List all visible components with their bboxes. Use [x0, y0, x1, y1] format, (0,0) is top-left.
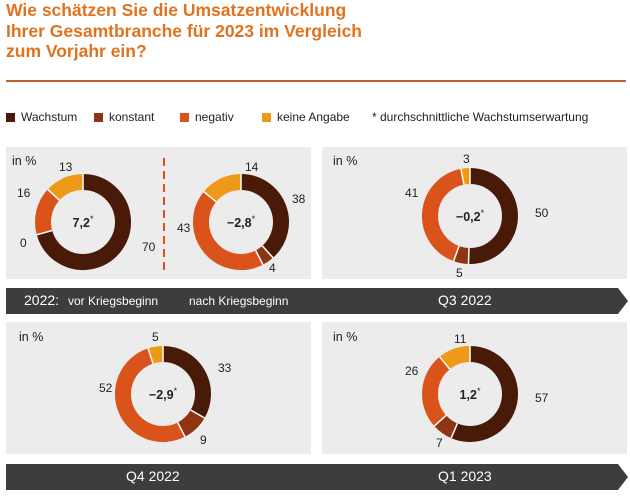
- donut-0-slice-keine-angabe: [47, 174, 84, 201]
- donuts: [35, 167, 518, 442]
- c4-center-text: 1,2: [459, 388, 477, 403]
- c3-label-negativ: 52: [99, 381, 113, 395]
- legend-item-konstant: konstant: [94, 110, 180, 124]
- c3-label-konstant: 9: [200, 433, 207, 447]
- legend-item-keine-angabe: keine Angabe: [262, 110, 350, 124]
- donut-4-slice-wachstum: [451, 346, 518, 442]
- donut-3-slice-negativ: [114, 348, 185, 442]
- legend-swatch-konstant: [94, 112, 103, 122]
- c2-label-wachstum: 50: [535, 206, 549, 220]
- c0-label-konstant: 0: [20, 236, 27, 250]
- donut-0-separator: [47, 188, 60, 201]
- donut-3-separator: [190, 409, 205, 419]
- donut-4-separator: [439, 356, 451, 370]
- c2-label-negativ: 41: [405, 186, 419, 200]
- donut-4-separator: [433, 414, 447, 427]
- legend-label-negativ: negativ: [195, 110, 234, 124]
- donut-2-slice-negativ: [422, 168, 465, 262]
- c3-label-wachstum: 33: [218, 361, 232, 375]
- legend-label-keine-angabe: keine Angabe: [277, 110, 350, 124]
- donut-2-slice-wachstum: [468, 168, 518, 264]
- title-line-2: Ihrer Gesamtbranche für 2023 im Vergleic…: [6, 20, 362, 41]
- donut-3-separator: [176, 422, 186, 438]
- band-q1: Q1 2023: [438, 468, 492, 484]
- legend-swatch-wachstum: [6, 112, 15, 122]
- c0-center-value: 7,2*: [72, 213, 94, 231]
- chart-title: Wie schätzen Sie die Umsatzentwicklung I…: [6, 0, 362, 62]
- c2-label-keine-angabe: 3: [463, 152, 470, 166]
- band-q3: Q3 2022: [438, 292, 492, 308]
- donut-0-separator: [36, 229, 53, 236]
- unit-label-q1: in %: [333, 330, 358, 344]
- c0-center-text: 7,2: [72, 216, 90, 231]
- title-line-3: zum Vorjahr ein?: [6, 41, 147, 61]
- c2-center-value: −0,2*: [455, 207, 485, 225]
- c1-label-konstant: 4: [269, 261, 276, 275]
- legend-item-wachstum: Wachstum: [6, 110, 94, 124]
- band-before-war: vor Kriegsbeginn: [68, 294, 159, 308]
- donut-2-separator: [467, 247, 470, 265]
- c2-center-text: −0,2: [455, 210, 481, 225]
- c4-label-negativ: 26: [405, 364, 419, 378]
- c1-center-value: −2,8*: [226, 213, 256, 231]
- donut-1-separator: [254, 250, 264, 266]
- title-line-1: Wie schätzen Sie die Umsatzentwicklung: [6, 0, 347, 20]
- c0-label-keine-angabe: 13: [59, 160, 73, 174]
- band-after-war: nach Kriegsbeginn: [189, 294, 289, 308]
- donut-0-slice-negativ: [35, 189, 60, 235]
- c4-center-value: 1,2*: [459, 385, 481, 403]
- donut-4-slice-negativ: [422, 356, 451, 427]
- donut-3-slice-konstant: [177, 409, 205, 437]
- c3-center-value: −2,9*: [148, 385, 178, 403]
- legend: Wachstum konstant negativ keine Angabe: [6, 110, 350, 124]
- c2-label-konstant: 5: [456, 266, 463, 280]
- donut-2-separator: [452, 245, 460, 262]
- unit-label-2022: in %: [12, 154, 37, 168]
- donut-0-slice-wachstum: [36, 174, 131, 270]
- donut-1-separator: [261, 245, 274, 259]
- band-q4: Q4 2022: [126, 468, 180, 484]
- band-bottom: [6, 464, 628, 490]
- donut-3-separator: [147, 348, 154, 364]
- c1-label-negativ: 43: [177, 221, 191, 235]
- c3-center-text: −2,9: [148, 388, 174, 403]
- donut-1-separator: [203, 191, 217, 203]
- unit-label-q4: in %: [19, 330, 44, 344]
- c1-label-wachstum: 38: [292, 192, 306, 206]
- donut-1-slice-keine-angabe: [203, 174, 242, 203]
- unit-label-q3: in %: [333, 154, 358, 168]
- donut-4-separator: [450, 423, 459, 439]
- legend-swatch-negativ: [180, 112, 189, 122]
- band-top: [6, 288, 628, 314]
- legend-label-konstant: konstant: [109, 110, 155, 124]
- legend-swatch-keine-angabe: [262, 112, 271, 122]
- donut-1-slice-wachstum: [240, 174, 289, 258]
- c1-center-text: −2,8: [226, 216, 252, 231]
- c4-label-konstant: 7: [436, 436, 443, 450]
- donut-3-slice-wachstum: [162, 346, 211, 418]
- donut-1-slice-negativ: [193, 191, 263, 270]
- band-year: 2022:: [24, 292, 60, 308]
- title-divider: [6, 80, 626, 82]
- c0-label-wachstum: 70: [142, 240, 156, 254]
- footnote: * durchschnittliche Wachstumserwartung: [372, 110, 589, 124]
- c3-label-keine-angabe: 5: [152, 330, 159, 344]
- legend-label-wachstum: Wachstum: [21, 110, 78, 124]
- c4-label-wachstum: 57: [535, 391, 549, 405]
- c4-label-keine-angabe: 11: [454, 332, 467, 346]
- c0-label-negativ: 16: [17, 186, 31, 200]
- donut-2-separator: [460, 168, 465, 185]
- c1-label-keine-angabe: 14: [245, 160, 259, 174]
- legend-item-negativ: negativ: [180, 110, 262, 124]
- donut-4-slice-keine-angabe: [439, 346, 471, 370]
